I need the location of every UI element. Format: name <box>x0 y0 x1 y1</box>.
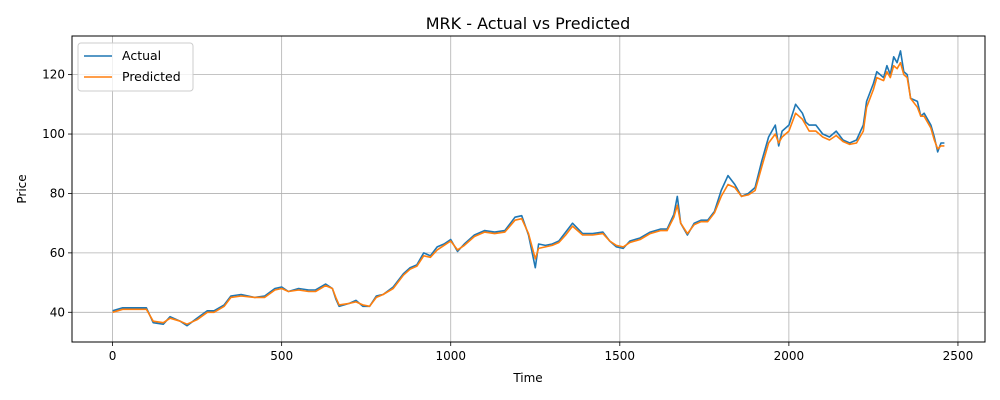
x-tick-label: 2000 <box>774 349 805 363</box>
chart-title: MRK - Actual vs Predicted <box>426 14 631 33</box>
series-line-actual <box>112 50 945 327</box>
x-axis-label: Time <box>512 371 542 385</box>
legend-label-predicted: Predicted <box>122 69 181 84</box>
legend-box <box>77 42 194 92</box>
x-tick-label: 1500 <box>605 349 636 363</box>
x-tick-label: 0 <box>109 349 117 363</box>
x-tick-label: 500 <box>270 349 293 363</box>
y-tick-label: 120 <box>42 68 65 82</box>
legend: Actual Predicted <box>77 42 194 92</box>
y-tick-label: 80 <box>50 186 65 200</box>
y-axis: 40 60 80 100 120 <box>42 68 72 319</box>
y-axis-label: Price <box>15 174 29 203</box>
y-tick-label: 100 <box>42 127 65 141</box>
x-tick-label: 1000 <box>435 349 466 363</box>
series-layer <box>112 50 945 327</box>
y-tick-label: 40 <box>50 305 65 319</box>
series-line-predicted <box>112 61 945 325</box>
plot-frame <box>71 35 986 343</box>
legend-label-actual: Actual <box>122 48 161 63</box>
x-tick-label: 2500 <box>943 349 974 363</box>
y-tick-label: 60 <box>50 246 65 260</box>
x-axis: 0 500 1000 1500 2000 2500 <box>109 342 973 363</box>
